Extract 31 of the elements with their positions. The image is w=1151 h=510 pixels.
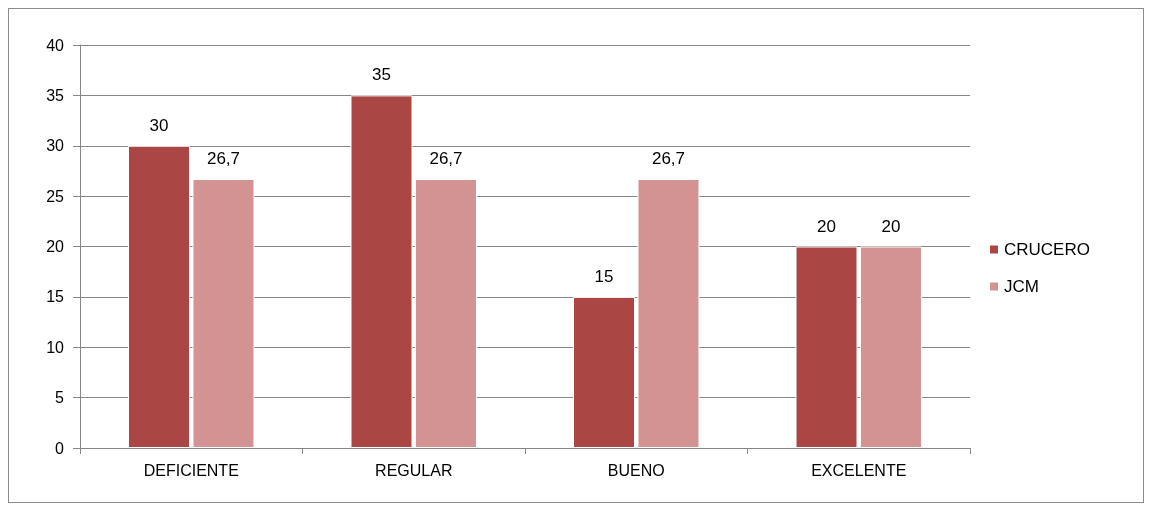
data-label: 30 bbox=[149, 115, 169, 135]
y-tick-label: 5 bbox=[55, 389, 65, 407]
data-label: 26,7 bbox=[206, 149, 241, 168]
y-tick-label: 15 bbox=[46, 288, 65, 306]
data-label: 26,7 bbox=[651, 149, 686, 168]
y-tick-label: 20 bbox=[46, 238, 65, 255]
x-tick-label: DEFICIENTE bbox=[143, 461, 239, 479]
y-tick-label: 0 bbox=[55, 439, 65, 457]
data-label: 20 bbox=[817, 216, 836, 236]
y-tick-label: 40 bbox=[46, 36, 65, 54]
legend-label: CRUCERO bbox=[1004, 240, 1090, 259]
data-label: 20 bbox=[881, 216, 901, 236]
data-label: 26,7 bbox=[429, 149, 463, 168]
data-label: 15 bbox=[594, 266, 614, 286]
y-tick-label: 35 bbox=[46, 86, 65, 104]
y-tick-label: 30 bbox=[46, 137, 65, 155]
data-label: 35 bbox=[372, 65, 391, 85]
x-tick-label: REGULAR bbox=[375, 461, 453, 479]
y-tick-label: 10 bbox=[46, 338, 65, 356]
x-tick-label: BUENO bbox=[607, 461, 665, 479]
y-tick-label: 25 bbox=[46, 187, 65, 205]
bar bbox=[637, 179, 700, 448]
bar bbox=[795, 246, 858, 448]
bar bbox=[192, 179, 255, 448]
legend-label: JCM bbox=[1004, 277, 1039, 296]
bar bbox=[128, 145, 191, 448]
bar bbox=[859, 246, 922, 448]
bar bbox=[414, 179, 477, 448]
x-tick-label: EXCELENTE bbox=[811, 461, 907, 479]
bar bbox=[573, 296, 636, 448]
bar bbox=[350, 95, 413, 448]
